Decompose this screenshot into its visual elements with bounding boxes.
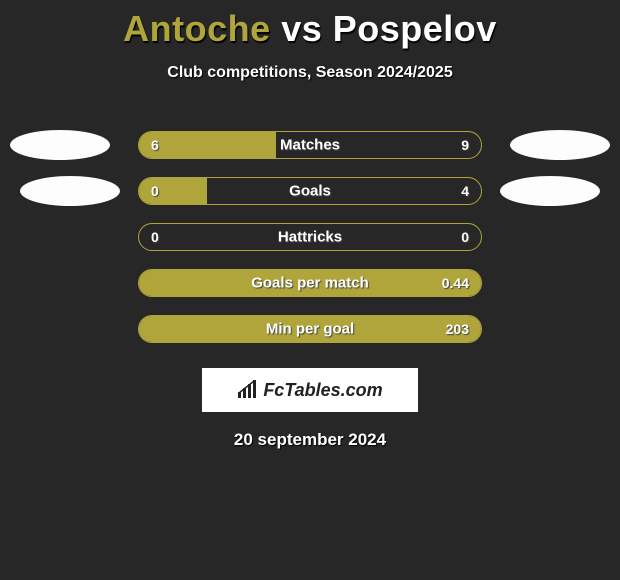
- stat-label: Hattricks: [278, 229, 342, 246]
- comparison-title: Antoche vs Pospelov: [0, 0, 620, 50]
- stat-label: Min per goal: [266, 321, 354, 338]
- player1-marker: [20, 176, 120, 206]
- stat-bar: 0 Goals 4: [138, 177, 482, 205]
- stat-left-value: 0: [151, 183, 159, 199]
- stat-label: Goals: [289, 183, 331, 200]
- brand-badge: FcTables.com: [202, 368, 418, 412]
- chart-icon: [237, 380, 259, 400]
- stats-container: 6 Matches 9 0 Goals 4 0 Hattricks 0 Goals per mat…: [0, 122, 620, 352]
- stat-bar: 6 Matches 9: [138, 131, 482, 159]
- player2-marker: [510, 130, 610, 160]
- player2-name: Pospelov: [333, 8, 497, 49]
- stat-right-value: 0: [461, 229, 469, 245]
- stat-right-value: 203: [446, 321, 469, 337]
- stat-row: 0 Hattricks 0: [0, 214, 620, 260]
- date-text: 20 september 2024: [0, 430, 620, 450]
- stat-row: 6 Matches 9: [0, 122, 620, 168]
- stat-left-value: 6: [151, 137, 159, 153]
- stat-right-value: 9: [461, 137, 469, 153]
- stat-right-value: 0.44: [442, 275, 469, 291]
- brand-text: FcTables.com: [263, 380, 382, 401]
- stat-bar-fill: [139, 178, 207, 204]
- stat-bar-fill: [139, 132, 276, 158]
- player1-name: Antoche: [123, 8, 271, 49]
- stat-label: Matches: [280, 137, 340, 154]
- stat-left-value: 0: [151, 229, 159, 245]
- stat-bar: Min per goal 203: [138, 315, 482, 343]
- stat-bar: 0 Hattricks 0: [138, 223, 482, 251]
- stat-row: 0 Goals 4: [0, 168, 620, 214]
- player1-marker: [10, 130, 110, 160]
- stat-right-value: 4: [461, 183, 469, 199]
- stat-label: Goals per match: [251, 275, 369, 292]
- stat-bar: Goals per match 0.44: [138, 269, 482, 297]
- player2-marker: [500, 176, 600, 206]
- subtitle: Club competitions, Season 2024/2025: [0, 64, 620, 82]
- stat-row: Min per goal 203: [0, 306, 620, 352]
- vs-text: vs: [281, 8, 322, 49]
- stat-row: Goals per match 0.44: [0, 260, 620, 306]
